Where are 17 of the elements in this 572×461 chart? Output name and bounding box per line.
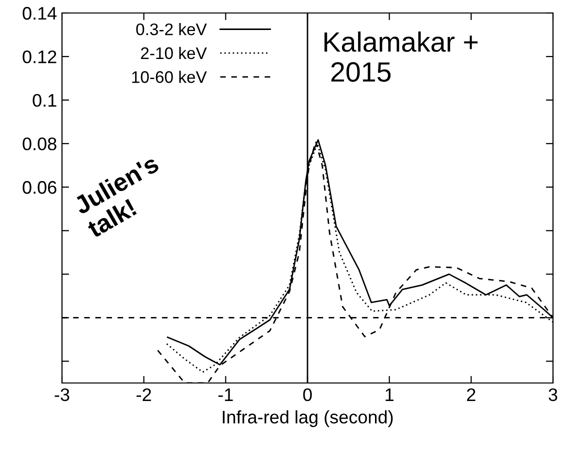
x-tick-label: -3	[54, 388, 70, 402]
x-tick-label: -2	[136, 388, 151, 401]
x-tick-label: 1	[386, 388, 394, 401]
y-tick-label: 0.1	[32, 94, 56, 107]
x-tick-label: 0	[303, 388, 312, 402]
legend-label: 10-60 keV	[132, 70, 207, 83]
x-tick-label: 3	[548, 388, 558, 402]
x-axis-title: Infra-red lag (second)	[222, 410, 393, 428]
y-tick-label: 0.08	[22, 138, 56, 150]
y-tick-label: 0.14	[22, 6, 57, 20]
x-tick-label: 2	[467, 388, 476, 401]
legend-label: 0.3-2 keV	[136, 23, 207, 36]
y-tick-label: 0.12	[22, 50, 56, 64]
x-tick-label: -1	[218, 388, 233, 401]
y-tick-label: 0.06	[22, 181, 56, 194]
legend-label: 2-10 keV	[141, 46, 207, 60]
annotation: Kalamakar + 2015	[324, 32, 478, 82]
